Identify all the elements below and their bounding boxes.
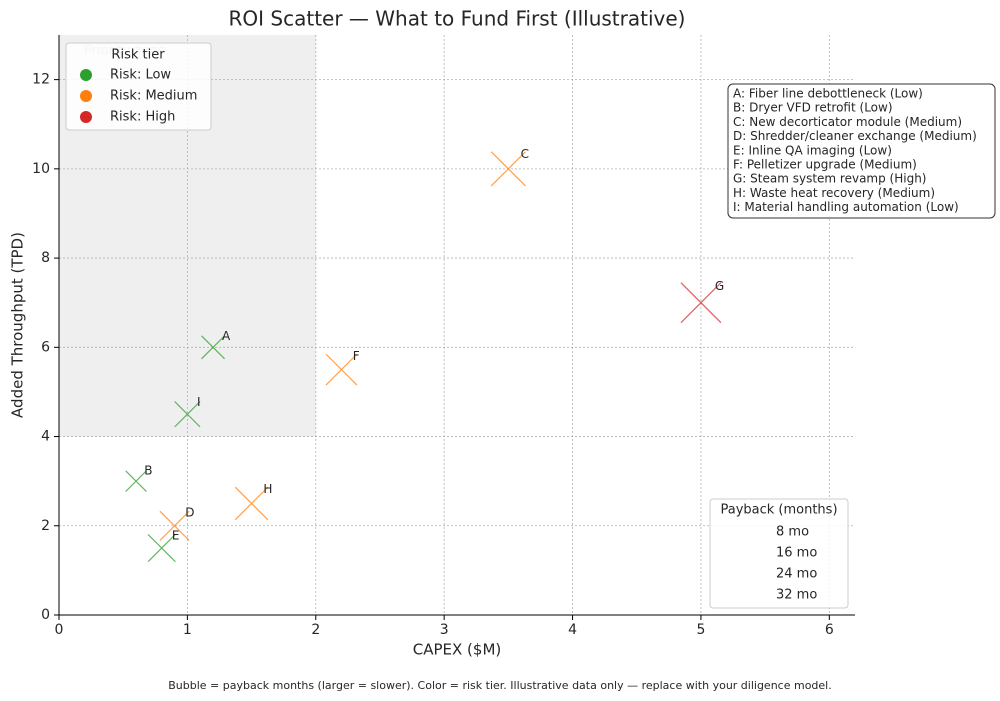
- x-tick-label: 3: [440, 622, 449, 638]
- y-tick-label: 4: [41, 429, 50, 445]
- size-legend-title: Payback (months): [720, 503, 837, 518]
- key-line: B: Dryer VFD retrofit (Low): [733, 101, 893, 115]
- size-legend-label: 16 mo: [776, 546, 817, 561]
- point: [234, 486, 269, 521]
- size-legend-label: 32 mo: [776, 588, 817, 603]
- point: [680, 282, 722, 324]
- key-line: F: Pelletizer upgrade (Medium): [733, 158, 917, 172]
- x-tick-label: 5: [696, 622, 705, 638]
- point-marker: [159, 510, 190, 541]
- legend-swatch: [80, 90, 92, 102]
- point-label: G: [715, 279, 724, 293]
- legend-label: Risk: Low: [110, 68, 171, 83]
- footnote: Bubble = payback months (larger = slower…: [168, 679, 832, 692]
- point-label: A: [222, 329, 231, 343]
- x-tick-label: 0: [55, 622, 64, 638]
- y-tick-label: 12: [32, 72, 50, 88]
- key-line: G: Steam system revamp (High): [733, 172, 927, 186]
- x-tick-label: 6: [825, 622, 834, 638]
- point: [490, 151, 526, 187]
- key-line: C: New decorticator module (Medium): [733, 115, 962, 129]
- point-label: B: [144, 463, 152, 477]
- point-marker: [234, 486, 269, 521]
- point-label: I: [197, 395, 201, 409]
- y-tick-label: 10: [32, 161, 50, 177]
- key-line: E: Inline QA imaging (Low): [733, 143, 892, 157]
- point: [147, 533, 176, 563]
- key-box: [727, 83, 996, 219]
- chart-title: ROI Scatter — What to Fund First (Illust…: [229, 7, 686, 31]
- legend-label: Risk: Medium: [110, 89, 197, 104]
- key-line: D: Shredder/cleaner exchange (Medium): [733, 129, 977, 143]
- x-tick-label: 2: [311, 622, 320, 638]
- legend-swatch: [80, 69, 92, 81]
- x-tick-label: 1: [183, 622, 192, 638]
- legend-label: Risk: High: [110, 110, 175, 125]
- point-label: D: [185, 506, 194, 520]
- point-label: H: [263, 482, 272, 496]
- point: [174, 401, 201, 428]
- y-tick-label: 2: [41, 518, 50, 534]
- point: [201, 335, 226, 360]
- y-axis-label: Added Throughput (TPD): [9, 232, 27, 418]
- legend-box: [65, 42, 212, 131]
- x-tick-label: 4: [568, 622, 577, 638]
- y-tick-label: 0: [41, 607, 50, 623]
- point-label: C: [521, 147, 529, 161]
- point-marker: [174, 401, 201, 428]
- point-marker: [680, 282, 722, 324]
- point-marker: [325, 353, 358, 386]
- x-axis-label: CAPEX ($M): [413, 641, 502, 659]
- point-label: F: [353, 349, 360, 363]
- point: [325, 353, 358, 386]
- y-tick-label: 6: [41, 339, 50, 355]
- point-marker: [201, 335, 226, 360]
- key-line: A: Fiber line debottleneck (Low): [733, 87, 923, 101]
- key-line: H: Waste heat recovery (Medium): [733, 186, 935, 200]
- point: [159, 510, 190, 541]
- point-label: E: [172, 528, 180, 542]
- size-legend-label: 24 mo: [776, 567, 817, 582]
- legend-title: Risk tier: [111, 48, 165, 63]
- point-marker: [147, 533, 176, 563]
- point-marker: [125, 470, 147, 492]
- y-tick-label: 8: [41, 250, 50, 266]
- legend-swatch: [80, 111, 92, 123]
- size-legend-label: 8 mo: [776, 525, 809, 540]
- point-marker: [490, 151, 526, 187]
- size-legend-box: [709, 498, 849, 609]
- key-line: I: Material handling automation (Low): [733, 200, 959, 214]
- point: [125, 470, 147, 492]
